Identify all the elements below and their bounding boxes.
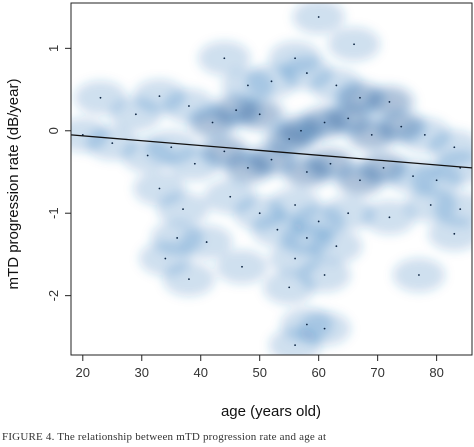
density-blob (434, 150, 472, 185)
data-point (347, 117, 350, 120)
y-tick-label: 0 (46, 127, 61, 134)
data-points (81, 16, 462, 347)
density-blob (428, 216, 472, 251)
data-point (300, 129, 302, 132)
data-point (288, 286, 291, 289)
data-point (294, 257, 296, 260)
data-point (229, 195, 232, 198)
data-point (241, 265, 243, 268)
data-point (323, 327, 326, 330)
data-point (382, 166, 385, 169)
data-point (158, 95, 161, 98)
data-point (182, 208, 184, 210)
x-axis: 20 30 40 50 60 70 80 (76, 355, 444, 380)
data-point (270, 80, 273, 83)
data-point (294, 344, 296, 347)
data-point (294, 57, 296, 60)
data-point (276, 228, 279, 231)
data-point (359, 96, 361, 99)
x-axis-title: age (years old) (221, 403, 321, 420)
data-point (317, 16, 320, 18)
x-tick-label: 70 (370, 365, 384, 380)
data-point (247, 166, 249, 169)
y-tick-label: -1 (46, 207, 61, 219)
data-point (435, 179, 438, 182)
data-point (335, 84, 338, 87)
data-point (223, 57, 226, 60)
data-point (158, 187, 161, 190)
data-point (453, 146, 456, 149)
density-blob (434, 192, 472, 227)
data-point (453, 232, 456, 235)
y-axis-title: mTD progression rate (dB/year) (5, 79, 22, 290)
data-point (193, 162, 196, 165)
figure-caption: FIGURE 4. The relationship between mTD p… (2, 431, 327, 443)
plot-frame (70, 2, 473, 356)
x-tick-label: 20 (76, 365, 90, 380)
data-point (188, 278, 190, 281)
data-point (317, 220, 320, 223)
x-tick-label: 60 (311, 365, 325, 380)
y-tick-label: 1 (46, 45, 61, 52)
data-point (400, 125, 403, 128)
density-blob (269, 328, 322, 355)
data-point (370, 133, 373, 136)
y-axis: 1 0 -1 -2 (46, 45, 71, 302)
data-point (188, 105, 190, 107)
data-point (134, 113, 137, 116)
data-point (423, 133, 426, 136)
data-point (412, 175, 414, 178)
data-point (305, 323, 308, 326)
data-point (388, 216, 391, 219)
data-point (429, 204, 432, 206)
data-point (305, 237, 308, 239)
data-point (258, 113, 261, 116)
density-cloud (71, 3, 472, 355)
data-point (323, 121, 326, 124)
data-point (164, 257, 167, 260)
data-point (305, 72, 308, 74)
data-point (205, 241, 208, 243)
data-point (211, 121, 214, 124)
regression-line (71, 134, 472, 169)
data-point (359, 179, 361, 182)
data-point (388, 101, 391, 103)
data-point (146, 154, 149, 157)
x-tick-label: 80 (429, 365, 443, 380)
data-point (294, 204, 296, 206)
data-point (235, 109, 238, 112)
data-point (176, 237, 179, 239)
x-tick-label: 30 (135, 365, 149, 380)
data-point (258, 212, 261, 215)
density-blob (292, 3, 345, 35)
data-point (170, 146, 173, 149)
data-point (323, 274, 326, 276)
data-point (223, 150, 226, 153)
data-point (353, 43, 355, 46)
data-point (347, 212, 350, 215)
data-point (329, 162, 332, 165)
density-scatter-chart: 20 30 40 50 60 70 80 1 0 -1 -2 age (years old) mT… (5, 2, 473, 420)
data-point (288, 138, 291, 140)
data-point (418, 274, 420, 276)
data-point (111, 142, 114, 145)
y-tick-label: -2 (46, 290, 61, 302)
data-point (270, 158, 273, 161)
data-point (305, 171, 308, 173)
data-point (99, 96, 102, 99)
x-tick-label: 40 (194, 365, 208, 380)
data-point (335, 245, 338, 248)
x-tick-label: 50 (252, 365, 266, 380)
data-point (247, 84, 249, 87)
data-point (459, 208, 462, 210)
